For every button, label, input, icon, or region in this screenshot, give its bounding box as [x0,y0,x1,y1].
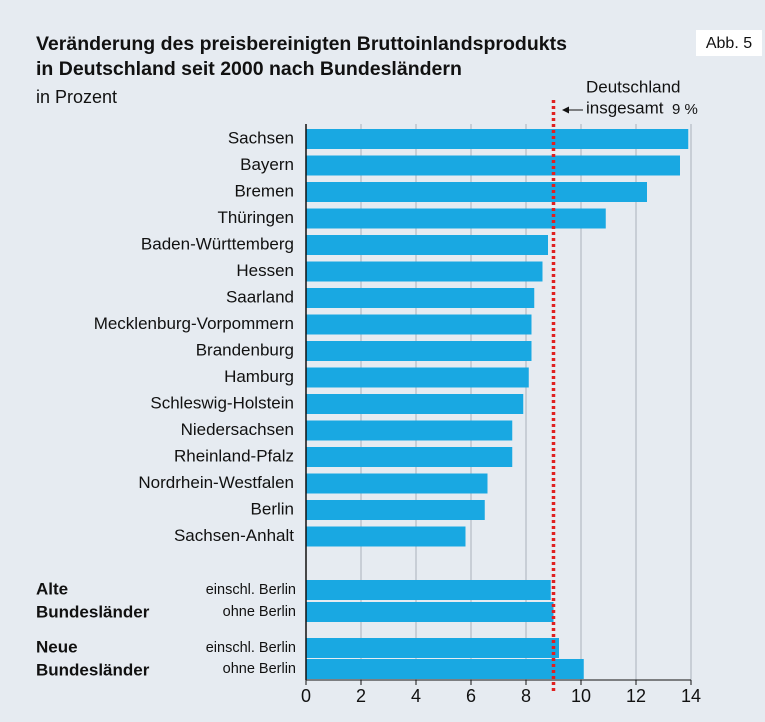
y-tick-label: Hessen [236,261,294,280]
x-tick-label: 14 [681,686,701,706]
y-tick-label: ohne Berlin [223,661,296,677]
figure-label: Abb. 5 [706,35,752,52]
bar [306,602,554,622]
y-tick-label: Baden-Württemberg [141,234,294,253]
y-tick-label: Hamburg [224,367,294,386]
group-label: Bundesländer [36,660,150,679]
y-tick-label: ohne Berlin [223,604,296,620]
bar [306,526,466,547]
bar [306,473,488,494]
bar [306,500,485,520]
y-tick-label: Schleswig-Holstein [150,393,294,412]
y-tick-label: Brandenburg [196,340,294,359]
reference-value-label: 9 % [672,101,698,118]
reference-label: Deutschland [586,77,681,96]
chart-title: Veränderung des preisbereinigten Bruttoi… [36,33,567,55]
y-tick-label: einschl. Berlin [206,582,296,598]
group-label: Neue [36,637,78,656]
y-tick-label: Bayern [240,155,294,174]
bar [306,182,647,202]
bar [306,314,532,335]
y-tick-label: Mecklenburg-Vorpommern [94,314,294,333]
x-tick-label: 6 [466,686,476,706]
y-tick-label: einschl. Berlin [206,640,296,656]
reference-arrow-head [562,106,569,114]
bar [306,235,548,255]
y-tick-label: Berlin [251,499,294,518]
x-tick-label: 12 [626,686,646,706]
group-label: Bundesländer [36,602,150,621]
reference-label: insgesamt [586,98,664,117]
y-tick-label: Sachsen [228,128,294,147]
group-label: Alte [36,579,68,598]
figure-label-box [696,30,762,56]
bar [306,420,513,441]
y-tick-label: Saarland [226,287,294,306]
bar [306,447,513,467]
y-tick-label: Bremen [234,181,294,200]
bar [306,129,689,149]
x-tick-label: 0 [301,686,311,706]
chart-title: in Deutschland seit 2000 nach Bundesländ… [36,58,462,80]
x-tick-label: 8 [521,686,531,706]
y-tick-label: Nordrhein-Westfalen [138,473,294,492]
y-tick-label: Thüringen [217,208,294,227]
bar [306,208,606,229]
x-tick-label: 2 [356,686,366,706]
bar [306,580,551,600]
bar [306,341,532,361]
y-tick-label: Niedersachsen [181,420,294,439]
bar [306,261,543,282]
y-tick-label: Sachsen-Anhalt [174,526,294,545]
bar [306,394,524,414]
bar [306,288,535,308]
chart-subtitle: in Prozent [36,87,117,107]
bar [306,367,529,388]
x-tick-label: 10 [571,686,591,706]
bar [306,659,584,679]
bar [306,638,559,658]
x-tick-label: 4 [411,686,421,706]
y-tick-label: Rheinland-Pfalz [174,446,294,465]
bar [306,155,680,176]
